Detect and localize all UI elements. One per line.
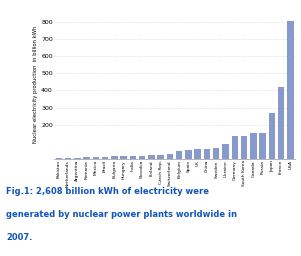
- Bar: [74, 158, 81, 159]
- Bar: [222, 144, 229, 159]
- Text: 2007.: 2007.: [6, 233, 33, 242]
- Bar: [93, 157, 99, 159]
- Bar: [176, 151, 182, 159]
- Bar: [139, 156, 145, 159]
- Y-axis label: Nuclear electricity production  in billion kWh: Nuclear electricity production in billio…: [33, 26, 38, 143]
- Bar: [83, 157, 90, 159]
- Bar: [287, 21, 293, 159]
- Bar: [120, 156, 127, 159]
- Bar: [102, 157, 108, 159]
- Bar: [259, 133, 266, 159]
- Bar: [241, 135, 247, 159]
- Bar: [130, 156, 136, 159]
- Text: Fig.1: 2,608 billion kWh of electricity were: Fig.1: 2,608 billion kWh of electricity …: [6, 187, 209, 196]
- Bar: [65, 158, 71, 159]
- Bar: [250, 133, 256, 159]
- Bar: [167, 154, 173, 159]
- Bar: [185, 150, 192, 159]
- Bar: [157, 155, 164, 159]
- Bar: [111, 156, 118, 159]
- Bar: [268, 113, 275, 159]
- Bar: [148, 155, 155, 159]
- Bar: [204, 148, 210, 159]
- Bar: [213, 148, 219, 159]
- Bar: [56, 158, 62, 159]
- Bar: [194, 149, 201, 159]
- Bar: [278, 87, 284, 159]
- Bar: [231, 136, 238, 159]
- Text: generated by nuclear power plants worldwide in: generated by nuclear power plants worldw…: [6, 210, 237, 219]
